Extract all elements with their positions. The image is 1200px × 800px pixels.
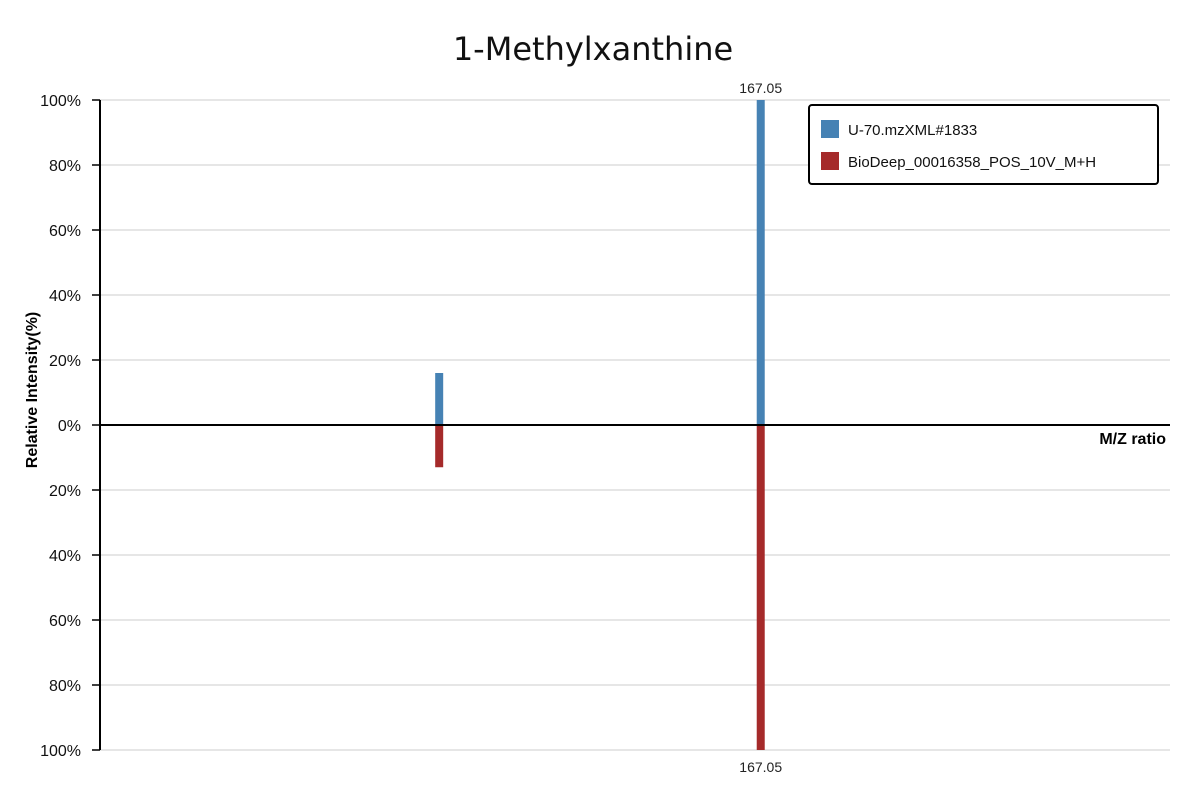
legend: U-70.mzXML#1833 BioDeep_00016358_POS_10V_… [808,104,1159,185]
y-tick-label: 80% [49,158,81,175]
chart-title: 1-Methylxanthine [453,30,733,68]
sample-peak-bar [435,373,444,425]
legend-box [808,104,1159,185]
y-tick-label: 60% [49,223,81,240]
legend-label: U-70.mzXML#1833 [848,122,977,139]
y-tick-label: 60% [49,613,81,630]
y-tick-label: 100% [40,93,81,110]
legend-swatch [821,152,839,170]
peak-label: 167.05 [739,759,782,775]
peaks [435,100,765,750]
peak-labels: 167.05 167.05 [739,80,782,775]
y-tick-label: 20% [49,483,81,500]
axes [92,99,1170,751]
y-tick-label: 40% [49,288,81,305]
x-axis-title: M/Z ratio [1099,431,1166,448]
reference-peak-bar [435,425,444,468]
legend-swatch [821,120,839,138]
y-tick-label: 0% [58,418,81,435]
legend-items: U-70.mzXML#1833 BioDeep_00016358_POS_10V_… [821,120,1096,171]
reference-peak-bar [756,425,765,750]
y-tick-labels: 100% 80% 60% 40% 20% 0% 20% 40% 60% 80% 100% [40,93,81,760]
y-tick-label: 100% [40,743,81,760]
y-tick-label: 40% [49,548,81,565]
legend-label: BioDeep_00016358_POS_10V_M+H [848,154,1096,171]
gridlines [100,99,1170,751]
y-axis-title: Relative Intensity(%) [24,312,41,468]
peak-label: 167.05 [739,80,782,96]
y-tick-label: 20% [49,353,81,370]
sample-peak-bar [756,100,765,425]
y-tick-label: 80% [49,678,81,695]
